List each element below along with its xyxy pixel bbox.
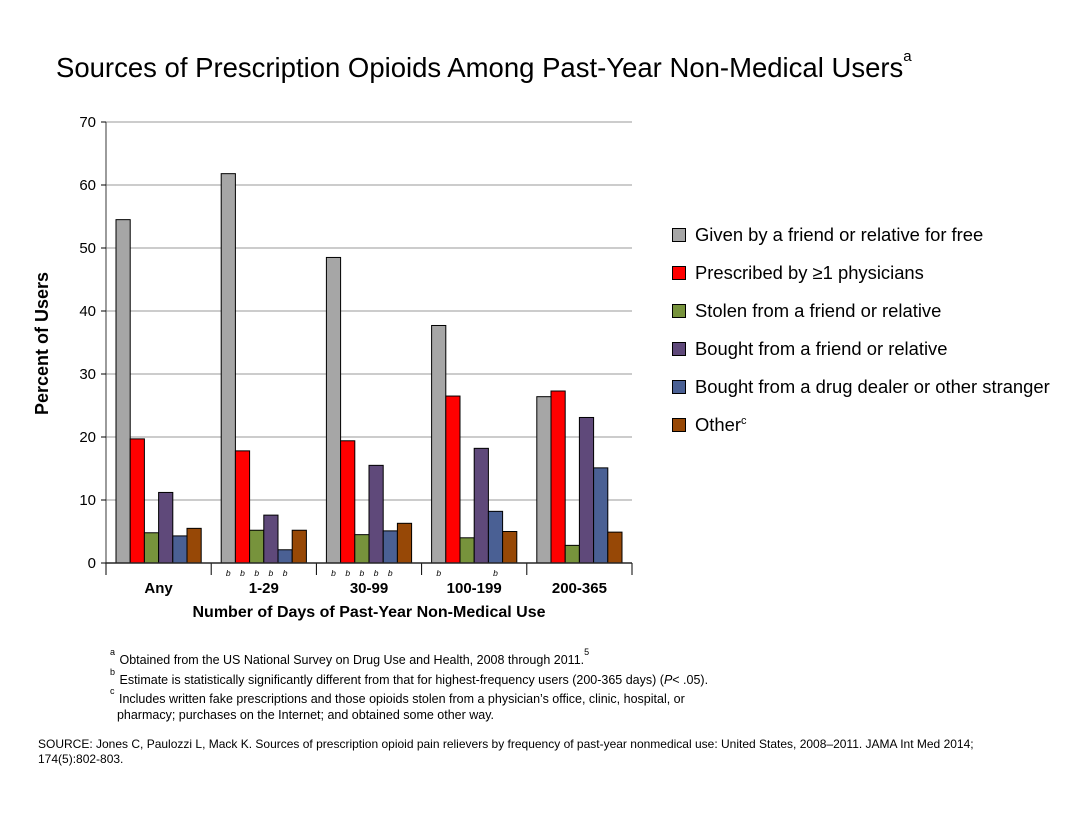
svg-text:30: 30 — [79, 366, 96, 383]
svg-text:40: 40 — [79, 303, 96, 320]
svg-text:b: b — [283, 568, 288, 578]
svg-text:Any: Any — [144, 580, 173, 597]
svg-text:10: 10 — [79, 492, 96, 509]
svg-text:b: b — [493, 568, 498, 578]
svg-text:b: b — [436, 568, 441, 578]
svg-text:b: b — [360, 568, 365, 578]
svg-text:b: b — [331, 568, 336, 578]
svg-text:b: b — [269, 568, 274, 578]
svg-text:50: 50 — [79, 240, 96, 257]
svg-text:70: 70 — [79, 114, 96, 131]
svg-text:0: 0 — [88, 555, 96, 572]
svg-text:b: b — [374, 568, 379, 578]
svg-text:30-99: 30-99 — [350, 580, 388, 597]
svg-text:1-29: 1-29 — [249, 580, 279, 597]
svg-text:b: b — [345, 568, 350, 578]
svg-text:100-199: 100-199 — [447, 580, 502, 597]
svg-text:60: 60 — [79, 177, 96, 194]
svg-text:b: b — [226, 568, 231, 578]
svg-text:b: b — [388, 568, 393, 578]
svg-text:200-365: 200-365 — [552, 580, 607, 597]
svg-text:b: b — [240, 568, 245, 578]
svg-text:20: 20 — [79, 429, 96, 446]
svg-text:b: b — [254, 568, 259, 578]
